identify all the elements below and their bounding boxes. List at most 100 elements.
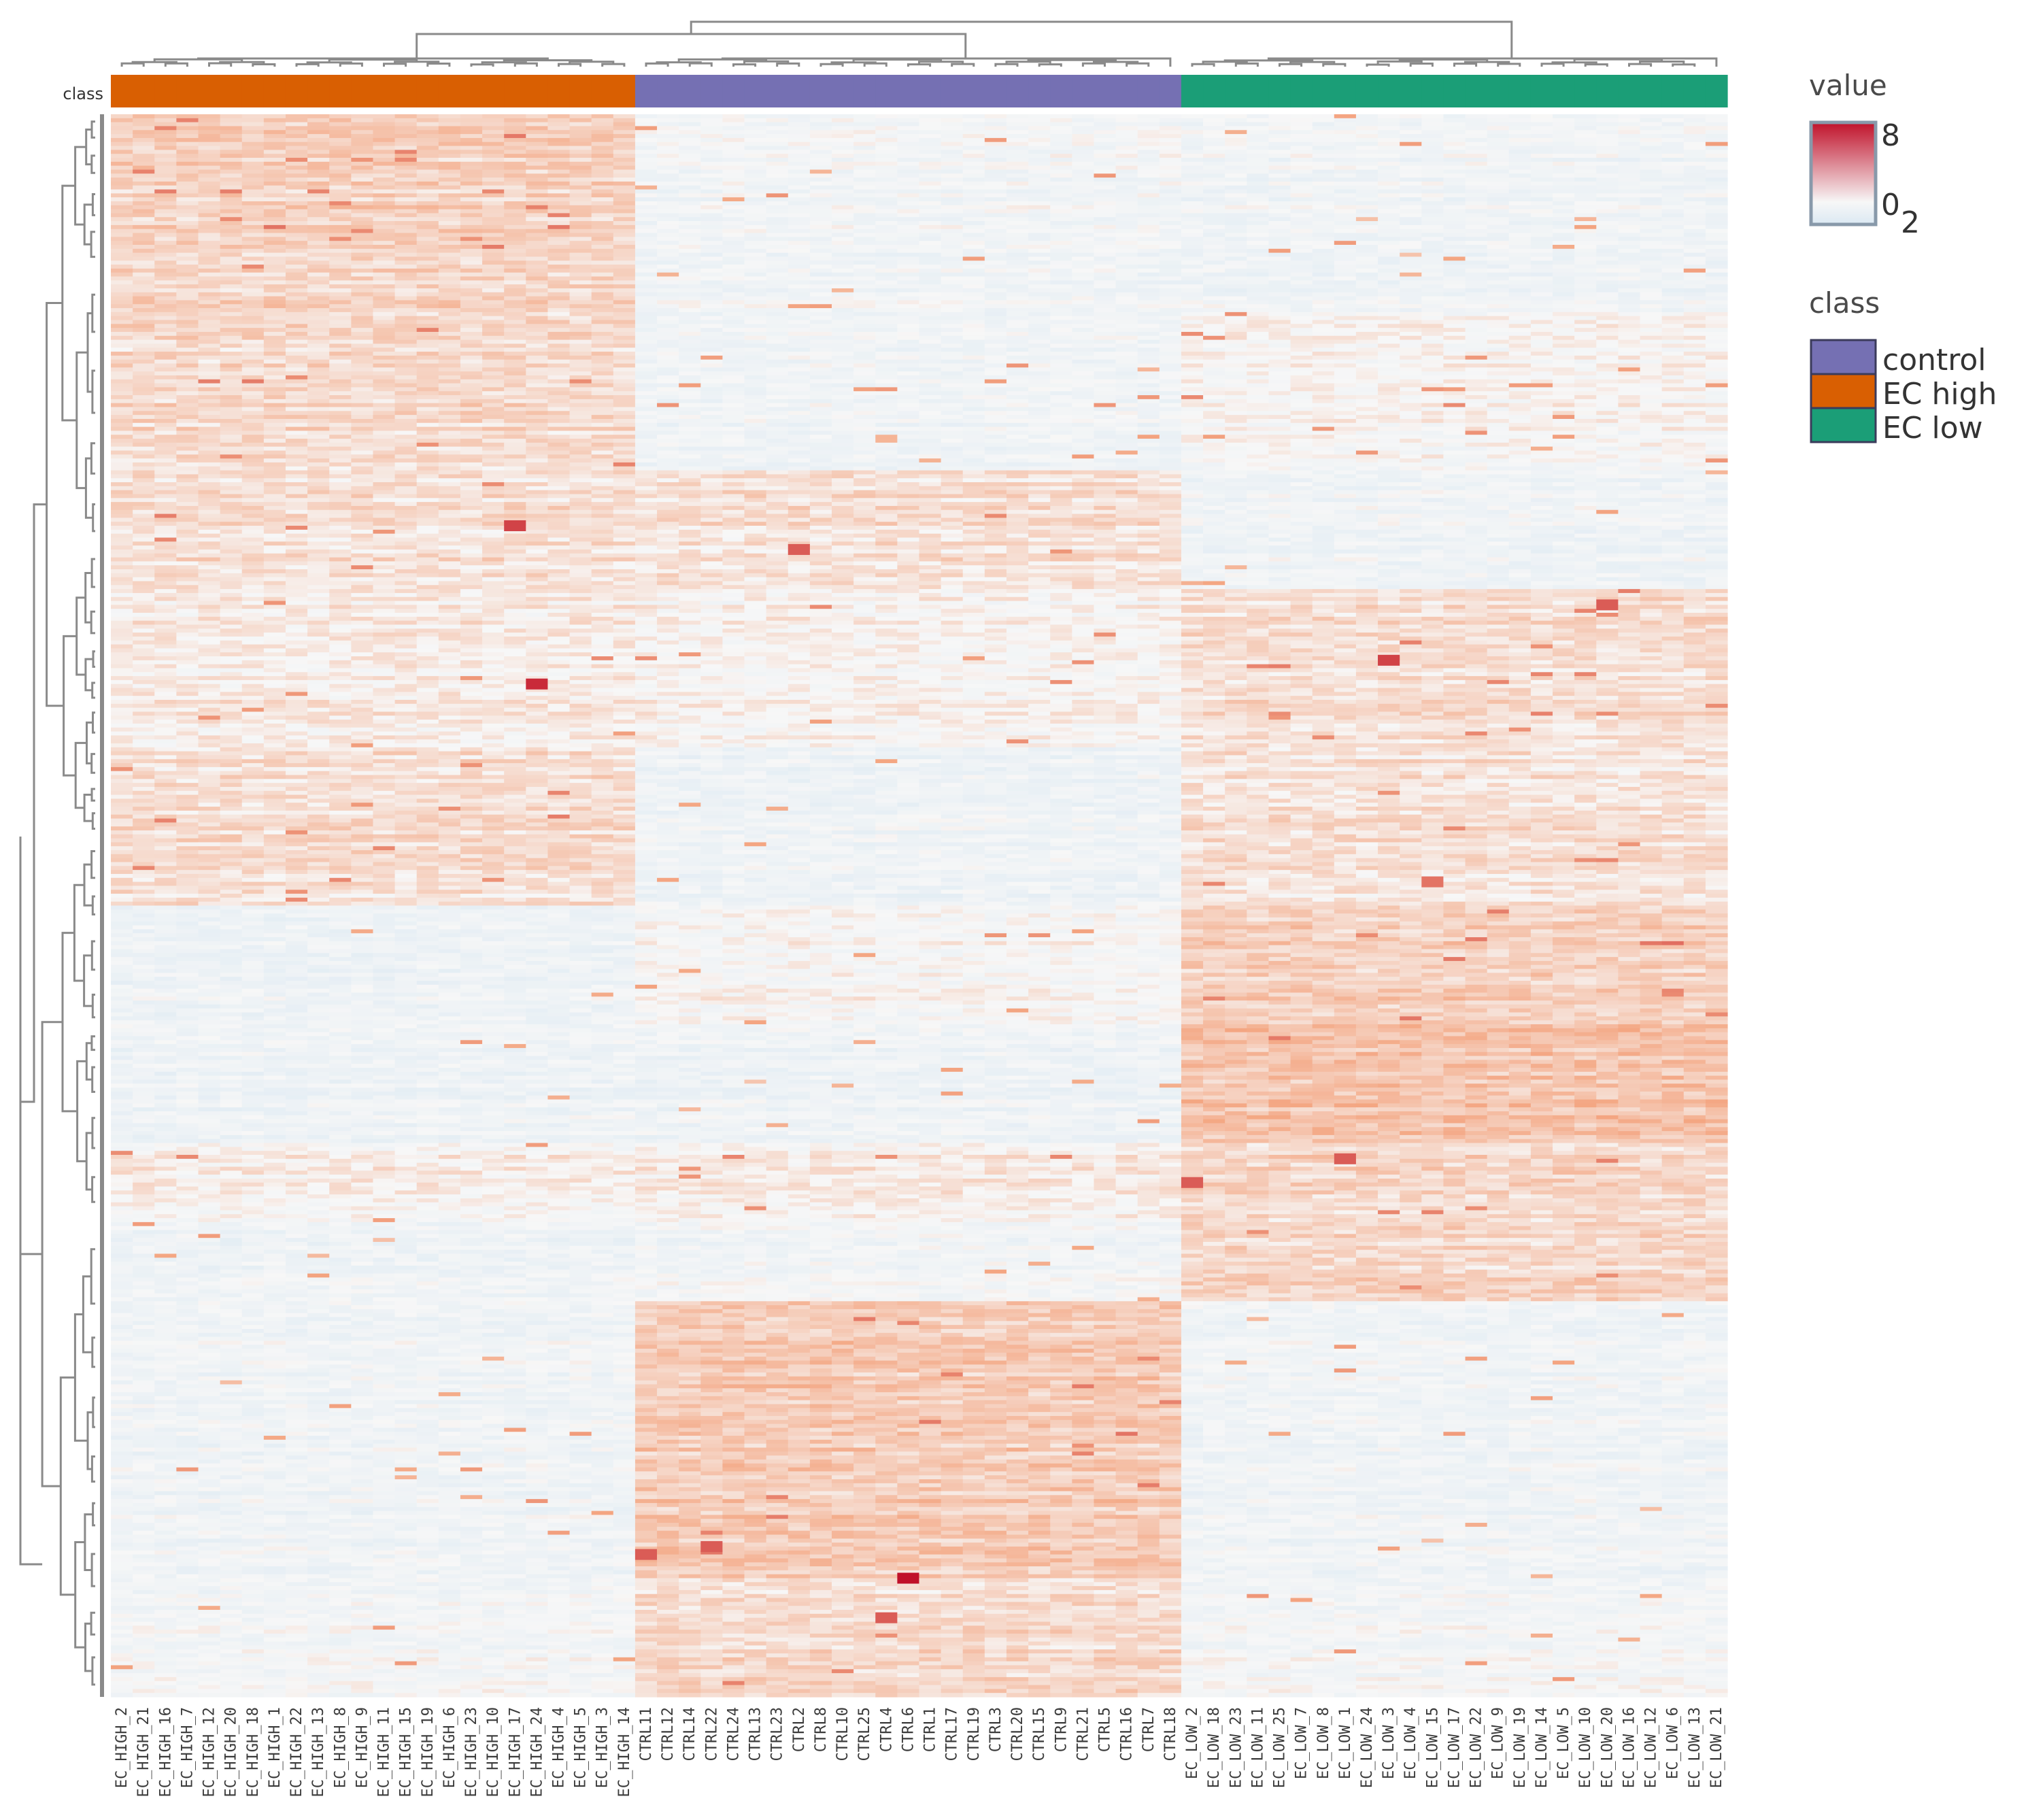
heatmap-cell bbox=[788, 320, 811, 324]
heatmap-cell bbox=[1247, 122, 1269, 127]
heatmap-cell bbox=[351, 209, 373, 214]
heatmap-cell bbox=[919, 241, 942, 245]
heatmap-cell bbox=[592, 292, 614, 297]
heatmap-cell bbox=[482, 304, 505, 308]
heatmap-cell bbox=[133, 213, 155, 217]
heatmap-cell bbox=[198, 213, 220, 217]
heatmap-cell bbox=[745, 233, 767, 237]
heatmap-cell bbox=[1662, 304, 1685, 308]
heatmap-cell bbox=[1072, 114, 1094, 118]
heatmap-cell bbox=[1116, 297, 1138, 301]
heatmap-cell bbox=[133, 364, 155, 368]
heatmap-cell bbox=[592, 118, 614, 122]
heatmap-cell bbox=[176, 190, 199, 194]
heatmap-cell bbox=[1466, 245, 1488, 249]
heatmap-cell bbox=[1072, 256, 1094, 260]
heatmap-cell bbox=[1160, 201, 1182, 205]
heatmap-cell bbox=[1138, 114, 1160, 118]
heatmap-cell bbox=[264, 178, 286, 182]
heatmap-cell bbox=[1553, 229, 1575, 233]
heatmap-cell bbox=[242, 300, 265, 304]
heatmap-cell bbox=[439, 352, 461, 356]
heatmap-cell bbox=[832, 221, 854, 225]
heatmap-cell bbox=[1487, 328, 1510, 332]
heatmap-cell bbox=[1050, 186, 1072, 190]
heatmap-cell bbox=[1072, 138, 1094, 142]
heatmap-cell bbox=[373, 336, 395, 340]
heatmap-cell bbox=[1421, 308, 1444, 312]
heatmap-cell bbox=[1596, 328, 1619, 332]
heatmap-cell bbox=[592, 166, 614, 170]
heatmap-cell bbox=[570, 158, 592, 162]
heatmap-cell bbox=[1531, 292, 1553, 297]
heatmap-cell bbox=[482, 360, 505, 364]
heatmap-cell bbox=[329, 178, 352, 182]
heatmap-cell bbox=[1356, 292, 1378, 297]
heatmap-cell bbox=[1400, 158, 1422, 162]
heatmap-cell bbox=[1247, 343, 1269, 348]
heatmap-cell bbox=[1553, 280, 1575, 284]
heatmap-cell bbox=[570, 201, 592, 205]
heatmap-cell bbox=[1094, 182, 1116, 186]
heatmap-cell bbox=[570, 269, 592, 273]
heatmap-cell bbox=[722, 162, 745, 166]
heatmap-cell bbox=[264, 280, 286, 284]
heatmap-cell bbox=[460, 146, 483, 150]
heatmap-cell bbox=[985, 292, 1007, 297]
heatmap-cell bbox=[1596, 256, 1619, 260]
heatmap-cell bbox=[1400, 343, 1422, 348]
heatmap-cell bbox=[1356, 237, 1378, 241]
heatmap-cell bbox=[963, 332, 985, 336]
heatmap-cell bbox=[788, 209, 811, 214]
heatmap-cell bbox=[1596, 193, 1619, 197]
heatmap-cell bbox=[788, 245, 811, 249]
heatmap-cell bbox=[439, 225, 461, 229]
class-cell bbox=[1706, 75, 1728, 107]
heatmap-cell bbox=[1487, 356, 1510, 360]
heatmap-cell bbox=[722, 166, 745, 170]
heatmap-cell bbox=[919, 134, 942, 138]
heatmap-cell bbox=[1116, 162, 1138, 166]
heatmap-cell bbox=[154, 169, 177, 173]
heatmap-cell bbox=[482, 324, 505, 328]
heatmap-cell bbox=[264, 352, 286, 356]
heatmap-cell bbox=[1138, 320, 1160, 324]
heatmap-cell bbox=[1334, 150, 1357, 154]
heatmap-cell bbox=[460, 300, 483, 304]
heatmap-cell bbox=[1050, 146, 1072, 150]
heatmap-cell bbox=[264, 166, 286, 170]
heatmap-cell bbox=[679, 343, 701, 348]
heatmap-cell bbox=[1225, 150, 1247, 154]
heatmap-cell bbox=[351, 134, 373, 138]
heatmap-cell bbox=[198, 324, 220, 328]
heatmap-cell bbox=[1160, 114, 1182, 118]
heatmap-cell bbox=[264, 249, 286, 253]
heatmap-cell bbox=[307, 126, 330, 130]
heatmap-cell bbox=[242, 217, 265, 221]
heatmap-cell bbox=[1421, 343, 1444, 348]
heatmap-cell bbox=[810, 356, 832, 360]
heatmap-cell bbox=[788, 146, 811, 150]
heatmap-cell bbox=[897, 367, 919, 371]
heatmap-cell bbox=[220, 138, 243, 142]
heatmap-cell bbox=[1684, 126, 1706, 130]
heatmap-cell bbox=[395, 150, 418, 154]
heatmap-cell bbox=[1334, 162, 1357, 166]
heatmap-cell bbox=[1684, 150, 1706, 154]
heatmap-cell bbox=[679, 193, 701, 197]
heatmap-cell bbox=[242, 343, 265, 348]
heatmap-cell bbox=[1487, 269, 1510, 273]
class-cell bbox=[810, 75, 832, 107]
heatmap-cell bbox=[1006, 154, 1029, 158]
heatmap-cell bbox=[526, 332, 548, 336]
heatmap-cell bbox=[722, 340, 745, 344]
heatmap-cell bbox=[1553, 245, 1575, 249]
heatmap-cell bbox=[526, 288, 548, 292]
heatmap-cell bbox=[1400, 284, 1422, 288]
heatmap-cell bbox=[351, 162, 373, 166]
heatmap-cell bbox=[1291, 217, 1313, 221]
heatmap-cell bbox=[1072, 182, 1094, 186]
heatmap-cell bbox=[1268, 142, 1291, 146]
heatmap-cell bbox=[1378, 178, 1400, 182]
heatmap-cell bbox=[1487, 229, 1510, 233]
